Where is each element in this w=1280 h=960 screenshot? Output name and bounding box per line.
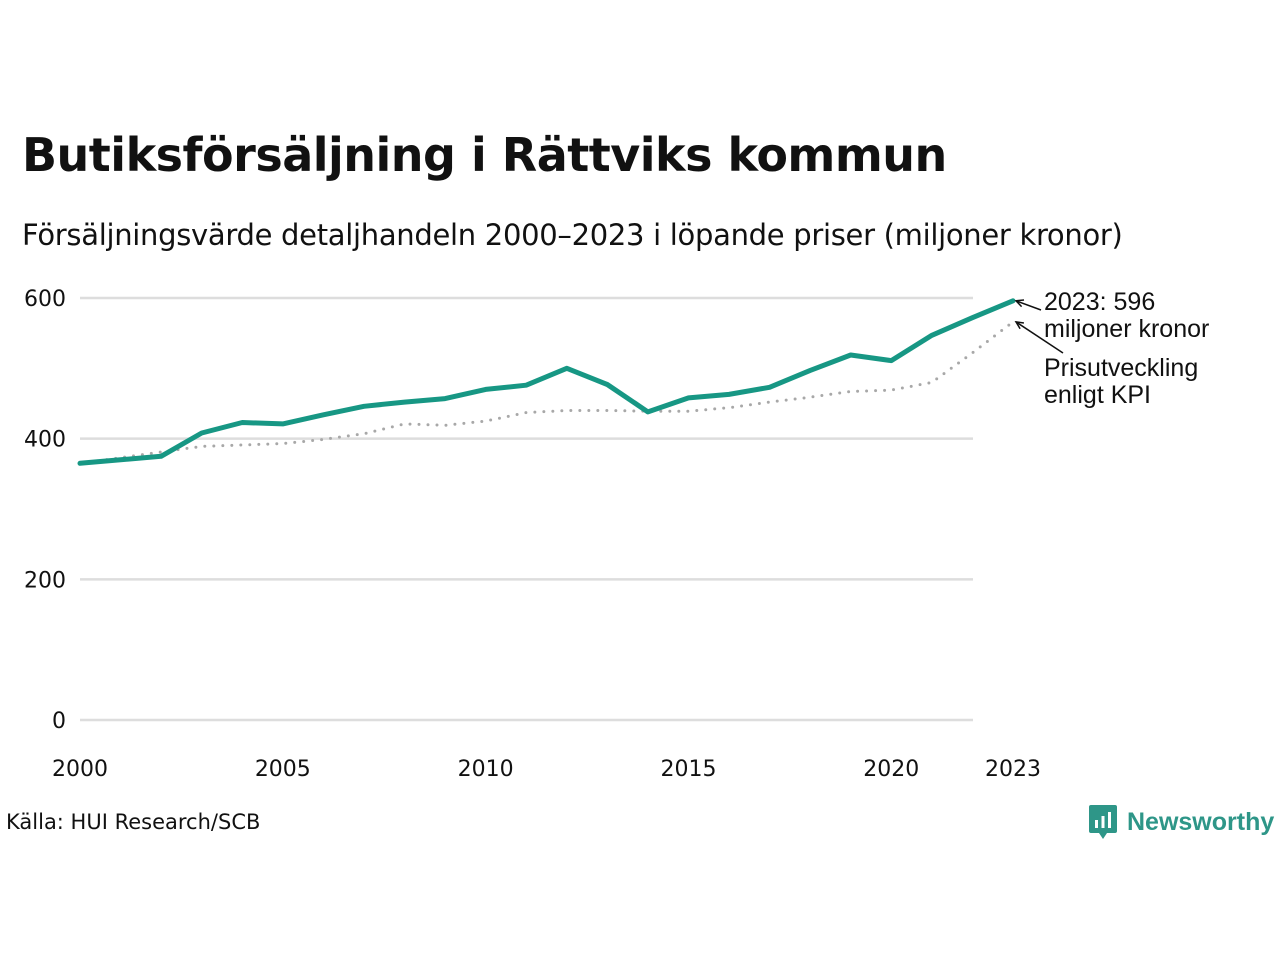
- annotation-arrowhead-1: [1014, 320, 1025, 330]
- y-tick-label-200: 200: [24, 568, 66, 593]
- kpi-line: [78, 320, 1015, 465]
- series-lines: [77, 298, 1016, 466]
- x-tick-label-2010: 2010: [458, 757, 514, 782]
- chart-title: Butiksförsäljning i Rättviks kommun: [22, 128, 947, 182]
- newsworthy-logo-icon: [1089, 805, 1117, 839]
- gridlines: [80, 296, 973, 722]
- x-tick-label-2005: 2005: [255, 757, 311, 782]
- x-tick-label-2015: 2015: [660, 757, 716, 782]
- source-note: Källa: HUI Research/SCB: [6, 810, 261, 834]
- y-tick-label-400: 400: [24, 428, 66, 453]
- y-tick-label-0: 0: [52, 709, 66, 734]
- brand-logo: Newsworthy: [1088, 804, 1274, 840]
- x-tick-label-2023: 2023: [985, 757, 1041, 782]
- y-tick-label-600: 600: [24, 287, 66, 312]
- x-tick-label-2020: 2020: [863, 757, 919, 782]
- annotation-text-1-1: enligt KPI: [1044, 381, 1151, 409]
- annotation-text-1-0: Prisutveckling: [1044, 354, 1198, 382]
- annotation-arrowhead-0: [1014, 299, 1025, 308]
- annotation-arrow-1: [1015, 321, 1064, 354]
- y-axis-ticks: 0 200 400 600: [24, 287, 66, 734]
- annotation-text-0-0: 2023: 596: [1044, 288, 1155, 316]
- x-tick-label-2000: 2000: [52, 757, 108, 782]
- annotation-text-0-1: miljoner kronor: [1044, 315, 1209, 343]
- annotation-arrow-0: [1015, 300, 1042, 311]
- x-axis-ticks: 2000 2005 2010 2015 2020 2023: [52, 757, 1041, 782]
- brand-name: Newsworthy: [1127, 807, 1275, 836]
- chart-subtitle: Försäljningsvärde detaljhandeln 2000–202…: [22, 218, 1123, 252]
- sales-line: [77, 298, 1016, 466]
